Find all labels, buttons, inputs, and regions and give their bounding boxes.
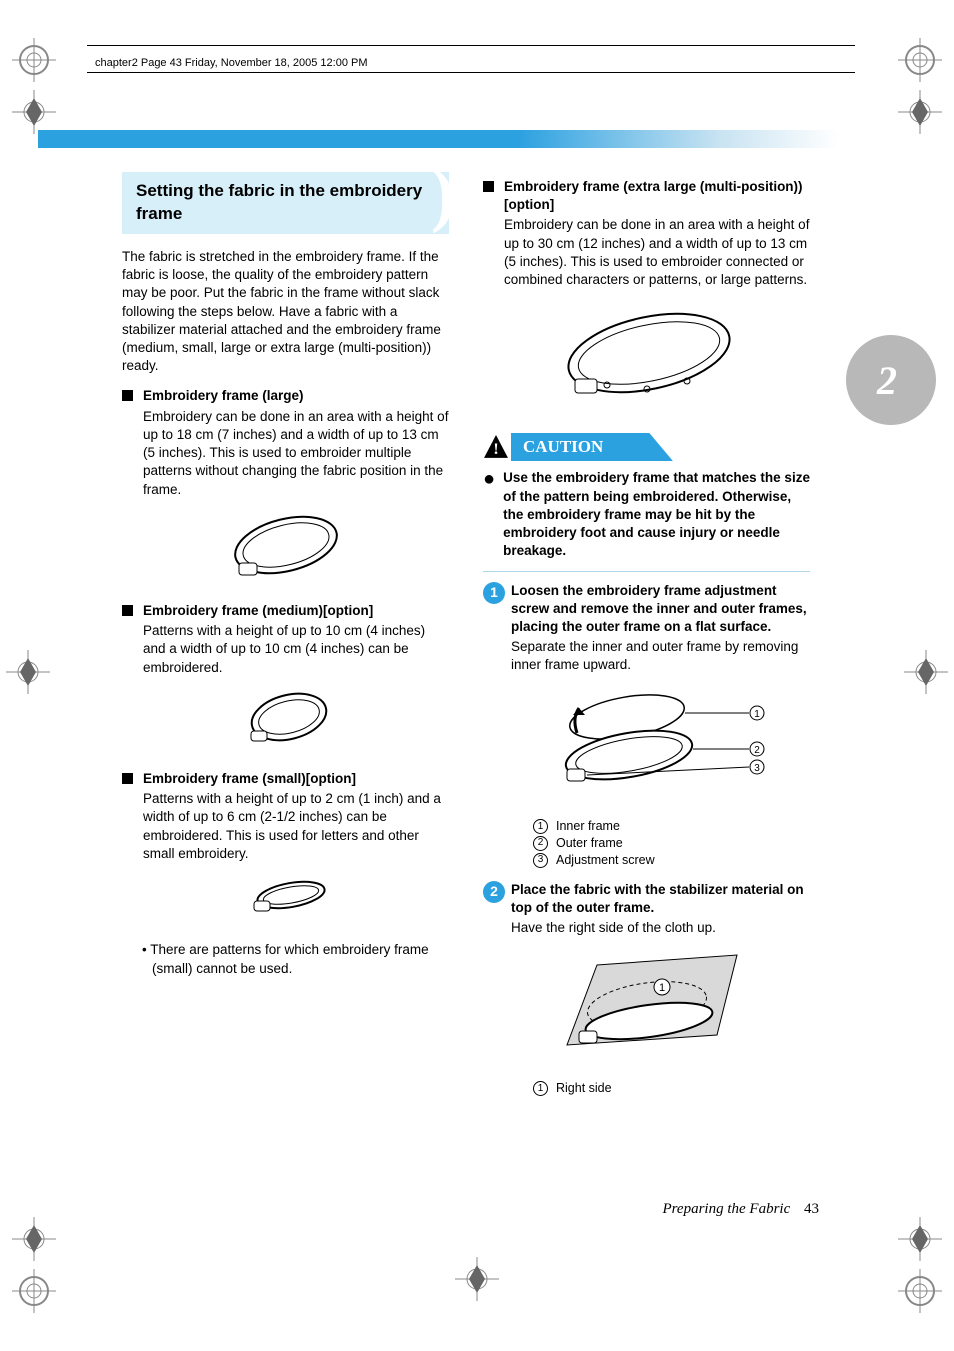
frame-xlarge-heading: Embroidery frame (extra large (multi-pos… [483,178,810,214]
crop-mark-icon [898,1269,942,1313]
crop-mark-icon [12,38,56,82]
step-1: 1 Loosen the embroidery frame adjustment… [483,582,810,675]
caution-heading: ! CAUTION [483,433,810,462]
frame-small-heading: Embroidery frame (small)[option] [122,770,449,788]
print-header: chapter2 Page 43 Friday, November 18, 20… [95,57,368,69]
frame-xlarge-body: Embroidery can be done in an area with a… [504,216,810,289]
crop-mark-icon [898,1217,942,1261]
frame-large-heading: Embroidery frame (large) [122,387,449,405]
caution-label: CAUTION [511,433,673,462]
frame-medium-body: Patterns with a height of up to 10 cm (4… [143,622,449,677]
accent-bar [38,130,839,148]
page-number: 43 [804,1201,819,1217]
frame-large-figure [122,507,449,592]
crop-mark-icon [6,650,50,694]
step-2-body: Have the right side of the cloth up. [511,919,810,937]
frame-small-figure [122,871,449,931]
page-footer: Preparing the Fabric 43 [662,1201,819,1218]
step-1-title: Loosen the embroidery frame adjustment s… [511,582,810,637]
step-number-badge: 2 [483,881,505,903]
frame-small-body: Patterns with a height of up to 2 cm (1 … [143,790,449,863]
section-title-box: Setting the fabric in the embroidery fra… [122,172,449,234]
frame-small-note: • There are patterns for which embroider… [152,941,449,977]
right-column: Embroidery frame (extra large (multi-pos… [483,172,810,1097]
frame-xlarge-figure [483,297,810,422]
step-1-body: Separate the inner and outer frame by re… [511,638,810,674]
crop-mark-icon [12,90,56,134]
step-2: 2 Place the fabric with the stabilizer m… [483,881,810,938]
svg-text:1: 1 [754,709,760,720]
crop-mark-icon [898,38,942,82]
frame-medium-heading: Embroidery frame (medium)[option] [122,602,449,620]
step-2-callouts: 1Right side [533,1080,810,1097]
frame-medium-figure [122,685,449,760]
crop-mark-icon [898,90,942,134]
step-2-title: Place the fabric with the stabilizer mat… [511,881,810,917]
crop-mark-icon [455,1257,499,1301]
section-title: Setting the fabric in the embroidery fra… [136,180,435,226]
intro-text: The fabric is stretched in the embroider… [122,248,449,376]
crop-mark-icon [904,650,948,694]
left-column: Setting the fabric in the embroidery fra… [122,172,449,1097]
caution-text: ●Use the embroidery frame that matches t… [483,469,810,560]
crop-mark-icon [12,1217,56,1261]
footer-section: Preparing the Fabric [662,1201,790,1217]
frame-large-body: Embroidery can be done in an area with a… [143,408,449,499]
decorative-paren-icon: ) [431,166,455,224]
svg-text:3: 3 [754,763,760,774]
svg-text:2: 2 [754,745,760,756]
step-1-figure: 1 2 3 [483,683,810,808]
step-2-figure: 1 [483,945,810,1070]
warning-icon: ! [483,434,509,460]
chapter-badge: 2 [846,335,936,425]
step-1-callouts: 1Inner frame 2Outer frame 3Adjustment sc… [533,818,810,869]
step-number-badge: 1 [483,582,505,604]
svg-text:1: 1 [658,982,664,994]
crop-mark-icon [12,1269,56,1313]
